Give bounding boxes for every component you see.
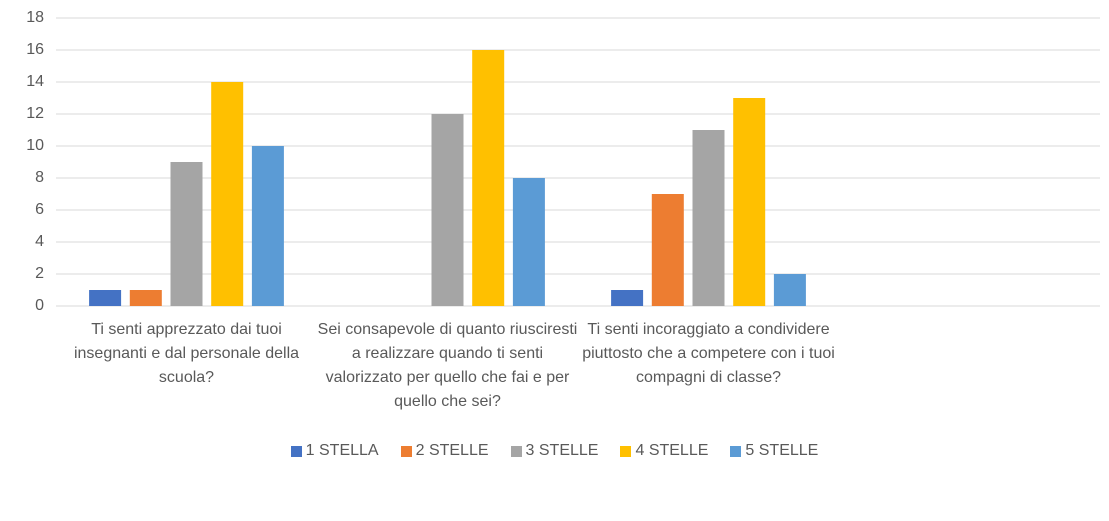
- bar: [692, 130, 725, 306]
- bar: [211, 82, 244, 306]
- bar: [773, 274, 806, 306]
- legend-swatch: [510, 445, 522, 457]
- x-tick-label: Ti senti incoraggiato a condividere piut…: [582, 321, 835, 386]
- bar: [472, 50, 505, 306]
- legend-swatch: [620, 445, 632, 457]
- bar: [431, 114, 464, 306]
- bar: [170, 162, 203, 306]
- bar: [251, 146, 284, 306]
- legend-item: 5 STELLE: [730, 442, 818, 460]
- bar: [611, 290, 644, 306]
- legend-swatch: [400, 445, 412, 457]
- y-tick-label: 6: [35, 201, 44, 218]
- legend-label: 4 STELLE: [635, 442, 709, 459]
- y-tick-label: 10: [26, 137, 44, 154]
- y-tick-label: 4: [35, 233, 44, 250]
- bar: [733, 98, 766, 306]
- bar: [512, 178, 545, 306]
- legend: 1 STELLA 2 STELLE 3 STELLE 4 STELLE 5 STELLE: [0, 442, 1109, 460]
- legend-item: 2 STELLE: [400, 442, 489, 460]
- legend-item: 3 STELLE: [510, 442, 599, 460]
- y-tick-label: 14: [26, 73, 44, 90]
- legend-label: 3 STELLE: [525, 442, 599, 459]
- bar: [89, 290, 122, 306]
- bar: [651, 194, 684, 306]
- x-tick-label: Ti senti apprezzato dai tuoi insegnanti …: [73, 321, 300, 386]
- y-tick-label: 0: [35, 297, 44, 314]
- y-tick-label: 12: [26, 105, 44, 122]
- legend-label: 5 STELLE: [745, 442, 819, 459]
- legend-item: 4 STELLE: [620, 442, 708, 460]
- legend-swatch: [730, 445, 742, 457]
- x-tick-label: Sei consapevole di quanto riusciresti a …: [317, 321, 578, 410]
- legend-swatch: [290, 445, 302, 457]
- legend-item: 1 STELLA: [290, 442, 379, 460]
- y-tick-label: 8: [35, 169, 44, 186]
- y-tick-label: 2: [35, 265, 44, 282]
- legend-label: 1 STELLA: [305, 442, 379, 459]
- y-tick-label: 18: [26, 9, 44, 26]
- legend-label: 2 STELLE: [415, 442, 489, 459]
- bar: [129, 290, 162, 306]
- y-tick-label: 16: [26, 41, 44, 58]
